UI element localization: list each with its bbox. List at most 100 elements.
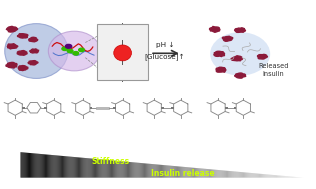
Polygon shape [259,174,260,178]
Polygon shape [288,176,289,178]
Polygon shape [6,62,17,68]
Polygon shape [173,166,174,178]
Ellipse shape [210,32,270,76]
Polygon shape [115,161,116,178]
Polygon shape [265,174,266,178]
Polygon shape [183,167,184,178]
Polygon shape [29,153,30,178]
Polygon shape [268,174,269,178]
Polygon shape [140,163,141,178]
Polygon shape [88,158,89,178]
Polygon shape [44,154,45,178]
Polygon shape [58,156,59,178]
Polygon shape [61,156,62,178]
Polygon shape [185,167,186,178]
Polygon shape [100,159,101,178]
Polygon shape [176,166,177,178]
Ellipse shape [114,45,131,61]
Polygon shape [68,156,69,178]
Polygon shape [187,167,188,178]
Polygon shape [232,171,233,178]
Polygon shape [237,172,238,178]
Polygon shape [217,170,218,178]
Text: pH ↓: pH ↓ [156,42,174,48]
Polygon shape [151,164,152,178]
Polygon shape [28,61,38,65]
Polygon shape [158,165,159,178]
Polygon shape [209,169,210,178]
Polygon shape [270,175,271,178]
Polygon shape [142,163,143,178]
Polygon shape [132,162,133,178]
Polygon shape [245,172,246,178]
Ellipse shape [48,31,100,71]
Polygon shape [214,170,215,178]
Polygon shape [196,168,197,178]
Polygon shape [284,176,285,178]
Text: Insulin release: Insulin release [151,169,215,178]
Polygon shape [124,161,125,178]
Polygon shape [174,166,175,178]
Polygon shape [83,158,84,178]
Polygon shape [143,163,144,178]
Polygon shape [223,170,224,178]
Polygon shape [45,154,46,178]
Polygon shape [17,34,28,38]
Polygon shape [277,175,278,178]
Polygon shape [222,170,223,178]
Polygon shape [238,172,239,178]
Polygon shape [131,162,132,178]
Polygon shape [50,155,51,178]
Polygon shape [258,174,259,178]
Polygon shape [269,174,270,178]
Polygon shape [234,73,246,78]
Polygon shape [208,169,209,178]
Polygon shape [99,159,100,178]
Polygon shape [172,166,173,178]
Polygon shape [289,176,290,178]
Polygon shape [24,153,25,178]
Polygon shape [86,158,87,178]
Polygon shape [109,160,110,178]
Polygon shape [271,175,272,178]
Polygon shape [250,173,251,178]
Polygon shape [203,169,204,178]
Bar [234,107,236,109]
Bar [113,107,116,109]
Polygon shape [144,163,145,178]
Polygon shape [299,177,300,178]
Polygon shape [138,163,139,178]
Polygon shape [22,152,23,178]
Polygon shape [234,171,235,178]
Polygon shape [148,164,149,178]
Polygon shape [93,159,94,178]
Polygon shape [28,153,29,178]
Polygon shape [146,163,147,178]
Polygon shape [112,160,113,178]
Polygon shape [246,173,247,178]
Polygon shape [200,168,201,178]
Polygon shape [119,161,120,178]
Polygon shape [43,154,44,178]
Polygon shape [261,174,262,178]
Polygon shape [113,160,114,178]
Polygon shape [193,168,194,178]
Polygon shape [241,172,242,178]
Polygon shape [62,156,63,178]
Polygon shape [240,172,241,178]
Polygon shape [18,66,28,70]
Polygon shape [278,175,279,178]
Polygon shape [40,154,41,178]
Polygon shape [169,166,170,178]
Circle shape [67,49,73,53]
Polygon shape [213,170,214,178]
Polygon shape [156,164,157,178]
Polygon shape [177,166,178,178]
Polygon shape [201,168,202,178]
Circle shape [73,52,79,55]
Polygon shape [77,157,78,178]
Polygon shape [33,153,34,178]
Polygon shape [257,174,258,178]
Polygon shape [279,175,280,178]
Polygon shape [59,156,60,178]
